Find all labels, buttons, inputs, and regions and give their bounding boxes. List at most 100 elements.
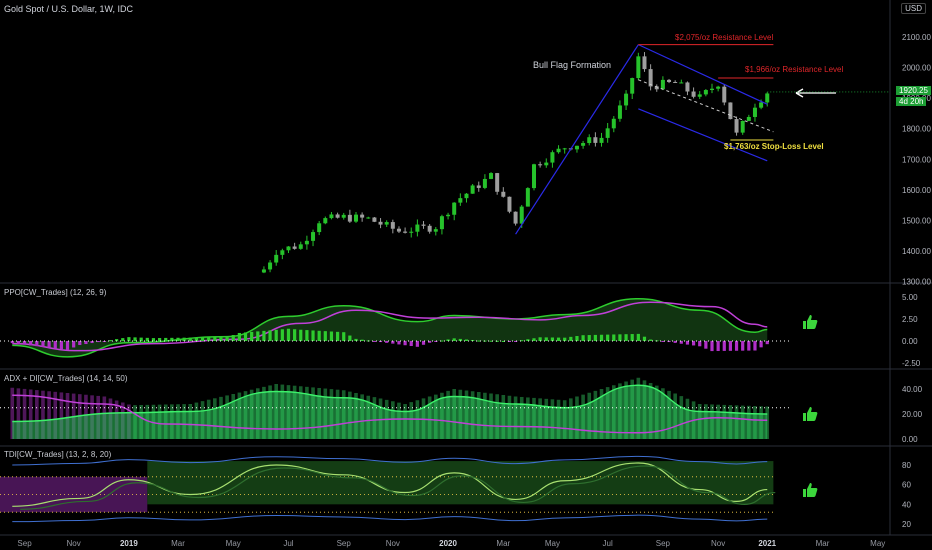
currency-button[interactable]: USD: [901, 3, 926, 14]
ppo-histogram-bar: [513, 341, 518, 342]
x-tick-label: May: [870, 539, 885, 548]
adx-bar: [47, 391, 51, 439]
ppo-histogram-bar: [372, 341, 377, 342]
ppo-histogram-bar: [599, 334, 604, 341]
y-tick-label: 1300.00: [902, 278, 931, 287]
ppo-histogram-bar: [35, 341, 39, 347]
candle-body: [710, 88, 714, 91]
ppo-histogram-bar: [256, 331, 260, 341]
candle-body: [556, 148, 561, 153]
channel-upper-line: [638, 44, 768, 105]
candle-body: [740, 120, 745, 133]
ppo-histogram-bar: [710, 341, 714, 352]
y-tick-label: 2100.00: [902, 33, 931, 42]
ppo-histogram-bar: [96, 341, 100, 343]
ppo-histogram-bar: [299, 329, 303, 341]
ppo-histogram-bar: [188, 337, 192, 341]
candle-body: [396, 228, 401, 232]
candle-body: [317, 223, 322, 233]
x-tick-label: 2019: [120, 539, 138, 548]
adx-bar: [22, 388, 27, 439]
candle-body: [581, 143, 586, 146]
ppo-histogram-bar: [593, 334, 597, 341]
candle-body: [752, 107, 757, 117]
ppo-histogram-bar: [311, 330, 315, 341]
candle-body: [525, 188, 530, 207]
ppo-histogram-bar: [421, 341, 426, 345]
candle-body: [660, 79, 665, 90]
adx-bar: [65, 393, 70, 439]
ppo-legend[interactable]: PPO[CW_Trades] (12, 26, 9): [4, 288, 107, 297]
ppo-histogram-bar: [335, 331, 340, 341]
y-tick-label: -2.50: [902, 359, 921, 368]
x-tick-label: Mar: [496, 539, 510, 548]
candle-body: [421, 224, 426, 226]
ppo-histogram-bar: [139, 337, 143, 341]
ppo-histogram-bar: [213, 337, 217, 341]
candle-body: [501, 191, 506, 197]
ppo-histogram-bar: [544, 337, 548, 341]
y-tick-label: 40: [902, 500, 911, 509]
ppo-histogram-bar: [10, 341, 14, 344]
flagpole-line: [515, 44, 639, 235]
ppo-histogram-bar: [194, 337, 199, 341]
candle-body: [433, 229, 438, 232]
candle-body: [347, 214, 352, 222]
ppo-histogram-bar: [280, 329, 284, 341]
ppo-histogram-bar: [360, 339, 364, 341]
ppo-histogram-bar: [286, 328, 291, 341]
y-tick-label: 60: [902, 481, 911, 490]
ppo-histogram-bar: [72, 341, 76, 348]
ppo-histogram-bar: [121, 338, 125, 341]
candle-body: [574, 145, 579, 150]
candle-body: [409, 231, 414, 233]
ppo-histogram-bar: [47, 341, 51, 348]
ppo-histogram-bar: [415, 341, 419, 347]
candle-body: [292, 246, 297, 249]
ppo-histogram-bar: [649, 339, 653, 341]
ppo-histogram-bar: [532, 338, 536, 341]
candle-body: [415, 224, 420, 232]
arrow-icon: [795, 88, 804, 98]
candle-body: [624, 93, 629, 106]
ppo-histogram-bar: [495, 340, 499, 342]
ppo-histogram-bar: [722, 341, 726, 351]
ppo-histogram-bar: [575, 336, 579, 341]
ppo-histogram-bar: [145, 337, 149, 341]
ppo-histogram-bar: [41, 341, 45, 347]
candle-body: [489, 173, 494, 179]
adx-legend[interactable]: ADX + DI[CW_Trades] (14, 14, 50): [4, 374, 128, 383]
candle-body: [280, 250, 285, 255]
thumbs-up-icon: [803, 483, 818, 497]
ppo-histogram-bar: [661, 341, 665, 342]
candle-body: [378, 221, 383, 225]
ppo-histogram-bar: [127, 337, 131, 341]
candle-body: [261, 269, 266, 273]
ppo-histogram-bar: [90, 341, 94, 344]
candle-body: [605, 128, 610, 138]
y-tick-label: 2000.00: [902, 64, 931, 73]
candle-body: [703, 90, 708, 95]
tdi-bull-zone: [147, 461, 774, 505]
ppo-histogram-bar: [704, 341, 708, 349]
countdown-tag: 4d 20h: [896, 97, 927, 106]
candle-body: [654, 86, 659, 90]
ppo-histogram-bar: [29, 341, 33, 346]
x-tick-label: Nov: [386, 539, 400, 548]
candle-body: [667, 79, 672, 82]
ppo-histogram-bar: [207, 337, 211, 341]
ppo-histogram-bar: [16, 341, 21, 344]
candle-body: [550, 152, 555, 163]
ppo-histogram-bar: [569, 336, 573, 341]
tdi-legend[interactable]: TDI[CW_Trades] (13, 2, 8, 20): [4, 450, 112, 459]
ppo-histogram-bar: [477, 340, 481, 342]
ppo-histogram-bar: [691, 341, 696, 346]
ppo-histogram-bar: [164, 337, 168, 341]
ppo-histogram-bar: [507, 341, 512, 342]
ppo-histogram-bar: [606, 334, 610, 341]
adx-bar: [28, 389, 33, 439]
candle-body: [390, 222, 395, 229]
ppo-histogram-bar: [716, 341, 720, 352]
candle-body: [685, 82, 690, 92]
